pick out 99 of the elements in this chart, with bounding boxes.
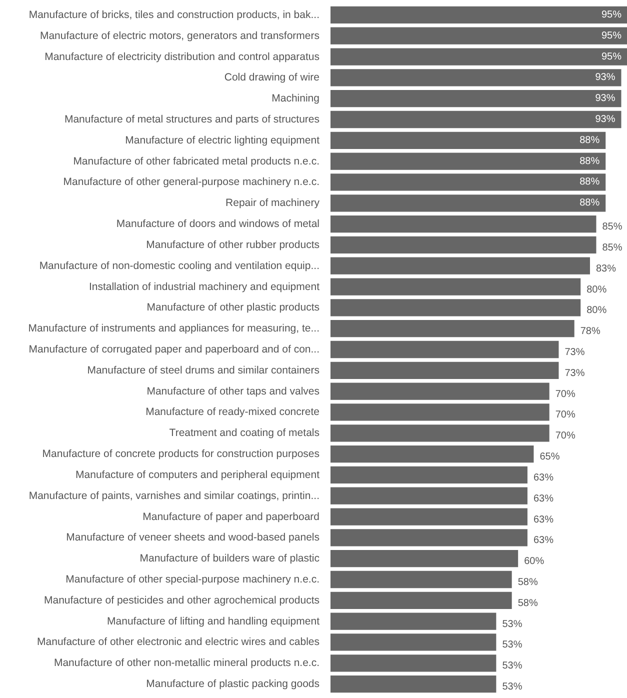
data-label: 88% [580,156,600,167]
data-label: 63% [533,493,554,504]
bar [330,592,512,609]
data-label: 93% [595,114,616,125]
y-tick-label: Cold drawing of wire [224,72,320,84]
y-tick-label: Manufacture of electric lighting equipment [125,134,320,146]
y-tick-label: Manufacture of other rubber products [146,238,320,251]
y-tick-label: Manufacture of other special-purpose machinery n.e.c. [66,574,320,586]
data-label: 88% [580,198,600,209]
bar [330,69,622,86]
y-tick-label: Manufacture of pesticides and other agrochemical products [44,594,320,606]
bar [330,152,606,170]
data-label: 70% [555,430,576,442]
y-tick-label: Manufacture of other non-metallic mineral products n.e.c. [54,657,320,670]
data-label: 70% [555,410,576,421]
y-tick-label: Manufacture of metal structures and parts of structures [64,114,320,126]
bar [330,320,574,338]
bar [330,404,550,421]
y-tick-label: Machining [272,92,320,105]
bar [330,110,622,128]
bar [330,132,606,149]
data-label: 65% [540,452,560,463]
data-label: 73% [564,368,585,379]
y-tick-label: Manufacture of instruments and appliances for measuring, te... [28,322,320,335]
data-label: 53% [502,682,522,693]
data-label: 60% [524,556,544,568]
bar [330,382,550,400]
y-tick-label: Manufacture of other electronic and electric wires and cables [37,636,320,648]
y-tick-label: Installation of industrial machinery and equipment [88,280,320,293]
y-tick-label: Repair of machinery [226,197,320,210]
data-label: 73% [564,347,585,358]
data-label: 88% [580,134,600,146]
data-label: 88% [580,176,600,188]
y-tick-label: Manufacture of steel drums and similar containers [87,364,320,376]
y-tick-label: Manufacture of electricity distribution and control apparatus [44,50,320,63]
bar [330,362,559,379]
y-tick-label: Treatment and coating of metals [169,427,320,440]
y-tick-label: Manufacture of other plastic products [146,302,320,314]
data-label: 58% [518,598,538,609]
data-label: 93% [595,72,616,84]
data-label: 63% [533,535,554,546]
data-label: 85% [602,242,622,254]
data-label: 58% [518,577,538,588]
bar [330,174,606,191]
bar [330,466,528,484]
bar [330,550,518,568]
data-label: 80% [586,305,607,316]
y-tick-label: Manufacture of plastic packing goods [146,678,320,690]
bar [330,236,596,254]
bar [330,508,528,526]
data-label: 53% [502,640,522,651]
y-tick-label: Manufacture of paper and paperboard [142,510,320,523]
data-label: 95% [601,51,622,62]
bar [330,27,627,44]
bar [330,194,606,212]
data-label: 95% [601,30,622,42]
bar [330,529,528,546]
bar [330,340,559,358]
bar [330,675,496,693]
y-tick-label: Manufacture of other general-purpose machinery n.e.c. [63,176,320,188]
bar [330,48,627,66]
bar [330,654,496,672]
y-tick-label: Manufacture of other fabricated metal products n.e.c. [73,155,320,168]
bar [330,570,512,588]
bar [330,90,622,108]
data-label: 93% [595,93,616,104]
y-tick-label: Manufacture of concrete products for construction purposes [42,448,320,460]
y-tick-label: Manufacture of paints, varnishes and similar coatings, printin... [28,490,320,502]
data-label: 63% [533,514,554,526]
bar [330,257,590,274]
data-label: 95% [601,9,622,20]
y-tick-label: Manufacture of bricks, tiles and construction products, in bak... [28,8,320,21]
y-tick-label: Manufacture of computers and peripheral equipment [76,468,320,481]
bar [330,299,581,316]
data-label: 70% [555,388,576,400]
bar [330,634,496,651]
y-tick-label: Manufacture of doors and windows of metal [116,218,320,230]
y-tick-label: Manufacture of ready-mixed concrete [146,406,320,418]
bar [330,612,496,630]
data-label: 83% [596,263,616,274]
y-tick-label: Manufacture of lifting and handling equipment [107,615,320,628]
bar [330,6,627,24]
y-tick-label: Manufacture of electric motors, generators and transformers [40,30,320,42]
y-tick-label: Manufacture of non-domestic cooling and ventilation equip... [39,260,320,272]
bar [330,487,528,504]
data-label: 53% [502,660,522,672]
bar [330,424,550,442]
bar [330,278,581,296]
y-tick-label: Manufacture of corrugated paper and paperboard and of con... [28,344,320,356]
data-label: 78% [580,326,600,338]
data-label: 63% [533,472,554,484]
data-label: 85% [602,222,622,233]
y-tick-label: Manufacture of other taps and valves [146,385,320,398]
data-label: 80% [586,284,607,296]
y-tick-label: Manufacture of veneer sheets and wood-based panels [66,532,320,544]
y-tick-label: Manufacture of builders ware of plastic [140,552,320,565]
data-label: 53% [502,618,522,630]
bar [330,445,534,463]
bar [330,215,596,233]
